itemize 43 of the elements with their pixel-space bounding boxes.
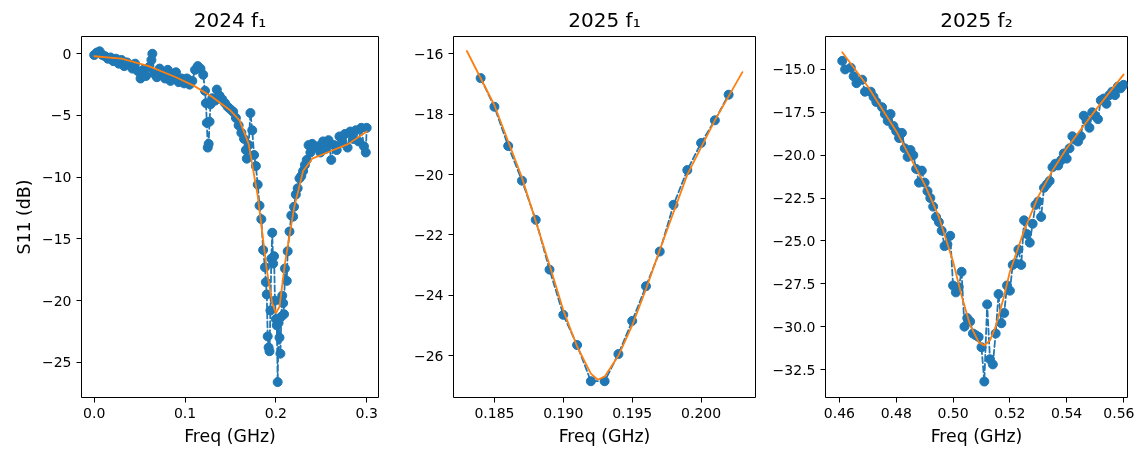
y-tick-label: −22 — [413, 226, 444, 243]
chart-title: 2025 f₂ — [940, 7, 1013, 32]
y-tick-label: −17.5 — [772, 104, 816, 121]
y-tick-label: −25 — [41, 354, 72, 371]
y-tick-label: −30.0 — [772, 318, 816, 335]
y-tick-label: −10 — [41, 169, 72, 186]
x-tick-label: 0.3 — [355, 404, 378, 421]
x-axis-title: Freq (GHz) — [558, 425, 651, 446]
x-tick-label: 0.52 — [994, 404, 1026, 421]
x-tick-label: 0.56 — [1103, 404, 1134, 421]
y-tick-label: −18 — [413, 106, 444, 123]
x-tick-label: 0.0 — [83, 404, 106, 421]
x-tick-label: 0.2 — [264, 404, 287, 421]
point — [585, 376, 596, 387]
x-tick-label: 0.48 — [880, 404, 912, 421]
x-tick-label: 0.54 — [1051, 404, 1083, 421]
y-tick-label: −26 — [413, 347, 444, 364]
y-tick-label: −32.5 — [772, 361, 816, 378]
x-axis-title: Freq (GHz) — [930, 425, 1023, 446]
y-tick-label: −24 — [413, 287, 444, 304]
y-tick-label: −25.0 — [772, 232, 816, 249]
y-tick-label: −15 — [41, 230, 72, 247]
y-tick-label: −27.5 — [772, 275, 816, 292]
x-axis-title: Freq (GHz) — [184, 425, 276, 446]
chart-title: 2025 f₁ — [568, 7, 641, 32]
x-tick-label: 0.46 — [823, 404, 856, 421]
y-tick-label: −5 — [50, 107, 72, 124]
x-tick-label: 0.190 — [543, 404, 584, 421]
x-tick-label: 0.185 — [474, 404, 515, 421]
chart-title: 2024 f₁ — [193, 7, 267, 32]
y-tick-label: −20 — [41, 292, 72, 309]
x-tick-label: 0.1 — [173, 404, 197, 421]
x-tick-label: 0.50 — [937, 404, 969, 421]
y-tick-label: −22.5 — [772, 190, 816, 207]
x-tick-label: 0.200 — [681, 404, 722, 421]
y-tick-label: −20.0 — [772, 147, 816, 164]
y-tick-label: −16 — [413, 45, 444, 62]
y-tick-label: −20 — [413, 166, 444, 183]
point — [599, 376, 610, 387]
y-tick-label: 0 — [62, 45, 72, 62]
y-axis-title: S11 (dB) — [13, 179, 34, 255]
x-tick-label: 0.195 — [612, 404, 653, 421]
y-tick-label: −15.0 — [772, 61, 816, 78]
